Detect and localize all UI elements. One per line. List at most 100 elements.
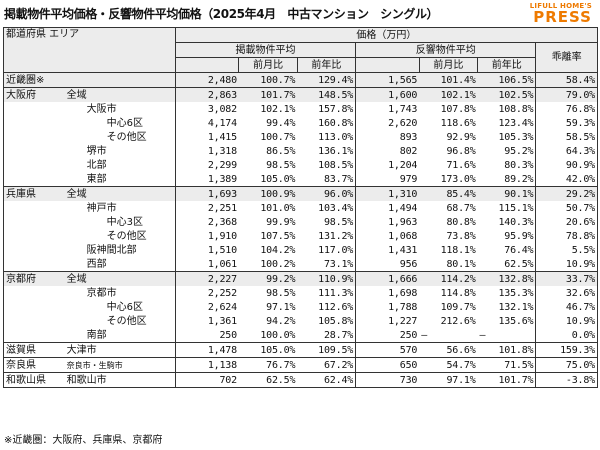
table-row: 東部 1,389 105.0% 83.7% 979 173.0% 89.2% 42.0%: [2, 172, 598, 187]
cell-rm: –: [421, 329, 428, 341]
cell-ry: 95.9%: [504, 230, 534, 242]
row-prefecture: [2, 314, 59, 328]
cell-lp: 1,510: [174, 243, 239, 257]
cell-lm: 107.5%: [260, 230, 296, 242]
row-area: 北部: [58, 158, 176, 172]
cell-gap: 75.0%: [535, 357, 598, 373]
row-prefecture: 和歌山県: [2, 372, 59, 388]
cell-lm: 100.2%: [260, 258, 296, 270]
cell-gap: 78.8%: [535, 229, 598, 243]
cell-ry: 62.5%: [504, 258, 534, 270]
table-row: 大阪府 全域 2,863 101.7% 148.5% 1,600 102.1% 102.5% 7…: [2, 87, 598, 102]
table-row: 西部 1,061 100.2% 73.1% 956 80.1% 62.5% 10.9%: [2, 257, 598, 272]
cell-lp: 1,910: [174, 229, 239, 243]
cell-lp: 2,299: [174, 158, 239, 172]
cell-lm: 98.5%: [266, 287, 296, 299]
cell-rm: 107.8%: [440, 103, 476, 115]
row-area: 大津市: [58, 342, 176, 358]
cell-lm: 97.1%: [266, 301, 296, 313]
table-row: 阪神間北部 1,510 104.2% 117.0% 1,431 118.1% 76.4% 5.…: [2, 243, 598, 257]
cell-gap: 20.6%: [535, 215, 598, 229]
cell-gap: 76.8%: [535, 102, 598, 116]
cell-rm: 54.7%: [419, 357, 478, 373]
row-prefecture: [2, 257, 59, 272]
row-prefecture: [2, 286, 59, 300]
cell-gap: 58.5%: [535, 130, 598, 144]
table-row: その他区 1,910 107.5% 131.2% 1,068 73.8% 95.9% 78.8…: [2, 229, 598, 243]
table-row: 和歌山県 和歌山市 702 62.5% 62.4% 730 97.1% 101.7% -3.8%: [2, 372, 598, 388]
cell-ry: 89.2%: [504, 173, 534, 185]
cell-rp: 1,494: [355, 201, 420, 215]
page-title: 掲載物件平均価格・反響物件平均価格（2025年4月 中古マンション シングル）: [4, 7, 439, 21]
cell-rm: 118.6%: [440, 117, 476, 129]
cell-rp: 570: [355, 342, 420, 358]
cell-lm: 104.2%: [260, 244, 296, 256]
cell-ry: 80.3%: [504, 159, 534, 171]
cell-rm: 101.4%: [419, 72, 478, 88]
table-row: 中心6区 4,174 99.4% 160.8% 2,620 118.6% 123.4% 59.…: [2, 116, 598, 130]
cell-rp: 250: [355, 328, 420, 343]
row-area: 全域: [58, 186, 176, 201]
cell-rm: 114.8%: [440, 287, 476, 299]
cell-ry: 115.1%: [498, 202, 534, 214]
header-listing-mom: 前月比: [238, 57, 298, 73]
cell-rp: 802: [355, 144, 420, 158]
cell-rp: 1,227: [355, 314, 420, 328]
cell-ry: 101.8%: [477, 342, 536, 358]
header-gap: 乖離率: [535, 42, 598, 73]
cell-lp: 3,082: [174, 102, 239, 116]
cell-rp: 1,698: [355, 286, 420, 300]
cell-ry: 135.6%: [498, 315, 534, 327]
cell-gap: 64.3%: [535, 144, 598, 158]
row-area: [58, 72, 176, 88]
cell-ly: 103.4%: [318, 202, 354, 214]
cell-ly: 108.5%: [318, 159, 354, 171]
cell-rm: 118.1%: [440, 244, 476, 256]
cell-lp: 2,251: [174, 201, 239, 215]
row-prefecture: [2, 130, 59, 144]
header-listing: 掲載物件平均: [174, 42, 357, 58]
row-area: 京都市: [58, 286, 176, 300]
cell-gap: 159.3%: [535, 342, 598, 358]
cell-lm: 99.2%: [238, 271, 298, 286]
cell-rp: 1,565: [355, 72, 420, 88]
cell-gap: 10.9%: [535, 257, 598, 272]
cell-lm: 100.7%: [260, 131, 296, 143]
cell-ly: 113.0%: [318, 131, 354, 143]
cell-lm: 98.5%: [266, 159, 296, 171]
cell-lp: 2,252: [174, 286, 239, 300]
cell-rp: 1,204: [355, 158, 420, 172]
cell-rm: 96.8%: [446, 145, 476, 157]
table-row: 奈良県 奈良市・生駒市 1,138 76.7% 67.2% 650 54.7% 71.5% 75…: [2, 357, 598, 373]
header-response-yoy: 前年比: [477, 57, 537, 73]
cell-rp: 1,068: [355, 229, 420, 243]
cell-lp: 2,480: [174, 72, 239, 88]
cell-lp: 702: [174, 372, 239, 388]
cell-gap: 5.5%: [535, 243, 598, 257]
table-row: 大阪市 3,082 102.1% 157.8% 1,743 107.8% 108.8% 76.…: [2, 102, 598, 116]
row-area: 堺市: [58, 144, 176, 158]
cell-rp: 893: [355, 130, 420, 144]
row-area: その他区: [58, 229, 176, 243]
cell-lp: 2,624: [174, 300, 239, 314]
row-prefecture: [2, 215, 59, 229]
header-listing-yoy: 前年比: [296, 57, 357, 73]
cell-rp: 2,620: [355, 116, 420, 130]
row-area: 阪神間北部: [58, 243, 176, 257]
table-row: 近畿圏※ 2,480 100.7% 129.4% 1,565 101.4% 106.5% 58…: [2, 72, 598, 88]
cell-rm: 109.7%: [440, 301, 476, 313]
cell-ry: 95.2%: [504, 145, 534, 157]
row-area: 中心6区: [58, 116, 176, 130]
cell-lm: 105.0%: [260, 173, 296, 185]
cell-lm: 62.5%: [238, 372, 298, 388]
cell-gap: 33.7%: [535, 271, 598, 286]
cell-ry: 123.4%: [498, 117, 534, 129]
cell-rm: 102.1%: [419, 87, 478, 102]
cell-rp: 1,666: [355, 271, 420, 286]
cell-ry: 101.7%: [477, 372, 536, 388]
cell-ly: 73.1%: [323, 258, 354, 270]
header-price: 価格（万円）: [174, 27, 599, 43]
cell-ly: 117.0%: [318, 244, 354, 256]
cell-rm: 97.1%: [419, 372, 478, 388]
cell-lm: 102.1%: [260, 103, 296, 115]
